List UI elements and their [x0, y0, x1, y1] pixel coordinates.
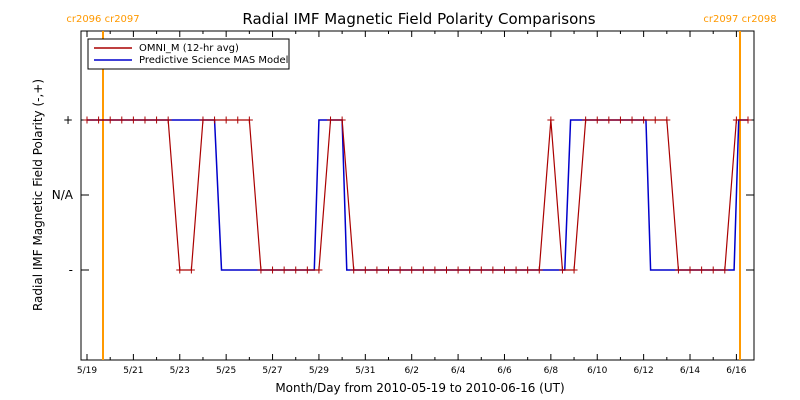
legend-label-mas: Predictive Science MAS Model	[139, 55, 288, 66]
omni-data-point	[408, 266, 416, 274]
x-tick-label: 5/25	[216, 366, 236, 376]
omni-data-point	[350, 266, 358, 274]
omni-data-point	[164, 116, 172, 124]
omni-data-point	[234, 116, 242, 124]
omni-data-point	[698, 266, 706, 274]
x-tick-label: 5/23	[170, 366, 190, 376]
x-tick-label: 6/16	[726, 366, 746, 376]
omni-data-point	[582, 116, 590, 124]
omni-data-point	[570, 266, 578, 274]
omni-data-point	[361, 266, 369, 274]
series-line-omni	[87, 119, 748, 271]
omni-data-point	[454, 266, 462, 274]
legend-box	[87, 38, 290, 70]
omni-data-point	[373, 266, 381, 274]
x-tick-label: 5/21	[123, 366, 143, 376]
omni-data-point	[512, 266, 520, 274]
carrington-rotation-markers: cr2096 cr2097 cr2097 cr2098	[66, 14, 777, 360]
series-line-mas-model	[87, 119, 748, 271]
omni-data-point	[222, 116, 230, 124]
omni-data-point	[744, 116, 752, 124]
y-tick-label: N/A	[52, 188, 74, 202]
y-axis: + N/A -	[52, 113, 754, 277]
carrington-marker-label: cr2097 cr2098	[703, 14, 776, 25]
omni-data-point	[721, 266, 729, 274]
omni-data-point	[106, 116, 114, 124]
omni-data-point	[558, 266, 566, 274]
x-tick-label: 5/19	[77, 366, 97, 376]
omni-data-point	[269, 266, 277, 274]
omni-data-point	[83, 116, 91, 124]
omni-data-point	[674, 266, 682, 274]
omni-data-point	[500, 266, 508, 274]
omni-data-point	[477, 266, 485, 274]
x-axis-label: Month/Day from 2010-05-19 to 2010-06-16 …	[275, 381, 564, 395]
omni-data-point	[419, 266, 427, 274]
y-tick-label: +	[63, 113, 73, 127]
x-tick-label: 6/12	[634, 366, 654, 376]
x-tick-label: 6/8	[544, 366, 559, 376]
omni-data-point	[616, 116, 624, 124]
x-tick-label: 5/31	[355, 366, 375, 376]
omni-data-point	[489, 266, 497, 274]
omni-data-point	[303, 266, 311, 274]
omni-data-point	[396, 266, 404, 274]
omni-data-point	[524, 266, 532, 274]
omni-data-point	[640, 116, 648, 124]
y-axis-label: Radial IMF Magnetic Field Polarity (-,+)	[31, 79, 45, 311]
omni-data-point	[315, 266, 323, 274]
omni-data-point	[176, 266, 184, 274]
series-layer	[83, 116, 752, 274]
omni-data-point	[118, 116, 126, 124]
x-axis: 5/19 5/21 5/23 5/25 5/27 5/29 5/31 6/2 6/4 6/6 6/8…	[77, 31, 747, 376]
legend: OMNI_M (12-hr avg) Predictive Science MA…	[87, 38, 290, 70]
omni-data-point	[153, 116, 161, 124]
omni-data-point	[245, 116, 253, 124]
omni-data-point	[338, 116, 346, 124]
plot-area-frame	[80, 30, 755, 361]
omni-data-point	[199, 116, 207, 124]
chart-title: Radial IMF Magnetic Field Polarity Compa…	[242, 10, 595, 28]
omni-data-point	[466, 266, 474, 274]
carrington-marker-label: cr2096 cr2097	[66, 14, 139, 25]
omni-data-point	[732, 116, 740, 124]
omni-data-point	[431, 266, 439, 274]
y-tick-label: -	[69, 263, 73, 277]
x-tick-label: 6/10	[587, 366, 607, 376]
omni-data-point	[141, 116, 149, 124]
omni-data-point	[593, 116, 601, 124]
omni-data-point	[187, 266, 195, 274]
omni-data-point	[547, 116, 555, 124]
omni-data-point	[129, 116, 137, 124]
omni-data-point	[651, 116, 659, 124]
omni-data-point	[95, 116, 103, 124]
omni-data-point	[327, 116, 335, 124]
omni-data-point	[280, 266, 288, 274]
legend-label-omni: OMNI_M (12-hr avg)	[139, 43, 239, 54]
x-tick-label: 6/2	[404, 366, 418, 376]
omni-data-point	[628, 116, 636, 124]
omni-data-point	[605, 116, 613, 124]
omni-data-point	[663, 116, 671, 124]
x-tick-label: 6/4	[451, 366, 466, 376]
x-tick-label: 5/29	[309, 366, 329, 376]
omni-data-point	[535, 266, 543, 274]
omni-data-point	[211, 116, 219, 124]
x-tick-label: 5/27	[262, 366, 282, 376]
omni-data-point	[257, 266, 265, 274]
omni-data-point	[686, 266, 694, 274]
omni-data-point	[442, 266, 450, 274]
omni-data-point	[709, 266, 717, 274]
omni-data-point	[385, 266, 393, 274]
x-tick-label: 6/14	[680, 366, 700, 376]
x-tick-label: 6/6	[497, 366, 512, 376]
omni-data-point	[292, 266, 300, 274]
